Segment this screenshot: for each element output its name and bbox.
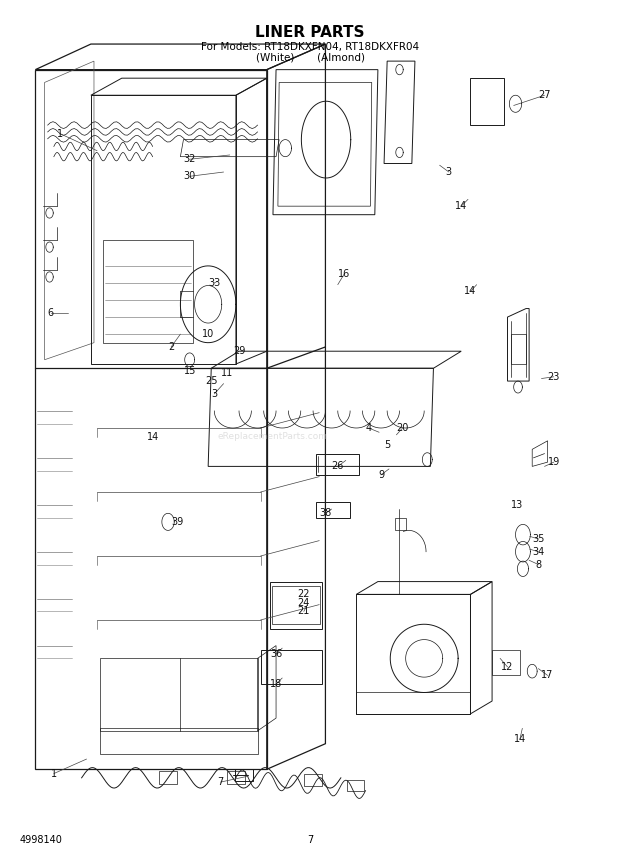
Text: 38: 38: [319, 508, 332, 519]
Text: 8: 8: [535, 560, 541, 569]
Text: 15: 15: [184, 366, 196, 376]
Text: 23: 23: [547, 372, 560, 382]
Text: 19: 19: [547, 457, 560, 467]
Text: 7: 7: [307, 835, 313, 845]
Text: (White)       (Almond): (White) (Almond): [255, 53, 365, 62]
Text: 21: 21: [298, 606, 310, 616]
Text: 11: 11: [221, 367, 232, 377]
Text: 25: 25: [205, 376, 218, 386]
Text: 29: 29: [233, 346, 245, 356]
Text: 26: 26: [332, 461, 344, 472]
Text: 3: 3: [211, 389, 218, 399]
Text: 30: 30: [184, 171, 196, 181]
Text: 24: 24: [298, 597, 310, 608]
Text: 14: 14: [514, 734, 526, 745]
Text: 14: 14: [146, 431, 159, 442]
Text: 32: 32: [184, 154, 196, 164]
Text: eReplacementParts.com: eReplacementParts.com: [218, 432, 328, 441]
Text: 22: 22: [298, 590, 310, 599]
Text: 10: 10: [202, 330, 215, 339]
Text: 2: 2: [168, 342, 174, 352]
Text: 14: 14: [455, 201, 467, 211]
Text: 18: 18: [270, 679, 282, 689]
Text: 4998140: 4998140: [20, 835, 63, 845]
Text: 39: 39: [171, 517, 184, 526]
Text: 27: 27: [538, 90, 551, 100]
Text: 1: 1: [51, 769, 57, 779]
Text: 7: 7: [218, 777, 224, 787]
Text: 33: 33: [208, 278, 221, 288]
Text: 5: 5: [384, 440, 390, 450]
Text: 17: 17: [541, 670, 554, 681]
Text: 9: 9: [378, 470, 384, 480]
Text: 16: 16: [338, 270, 350, 279]
Text: LINER PARTS: LINER PARTS: [255, 26, 365, 40]
Text: 20: 20: [396, 423, 409, 433]
Text: For Models: RT18DKXFN04, RT18DKXFR04: For Models: RT18DKXFN04, RT18DKXFR04: [201, 42, 419, 51]
Text: 14: 14: [464, 287, 477, 296]
Text: 13: 13: [511, 500, 523, 510]
Text: 1: 1: [57, 128, 63, 139]
Text: 6: 6: [48, 308, 54, 318]
Text: 12: 12: [502, 662, 514, 672]
Text: 3: 3: [446, 167, 452, 177]
Text: 35: 35: [532, 534, 544, 544]
Text: 36: 36: [270, 649, 282, 659]
Text: 34: 34: [532, 547, 544, 556]
Text: 4: 4: [366, 423, 372, 433]
